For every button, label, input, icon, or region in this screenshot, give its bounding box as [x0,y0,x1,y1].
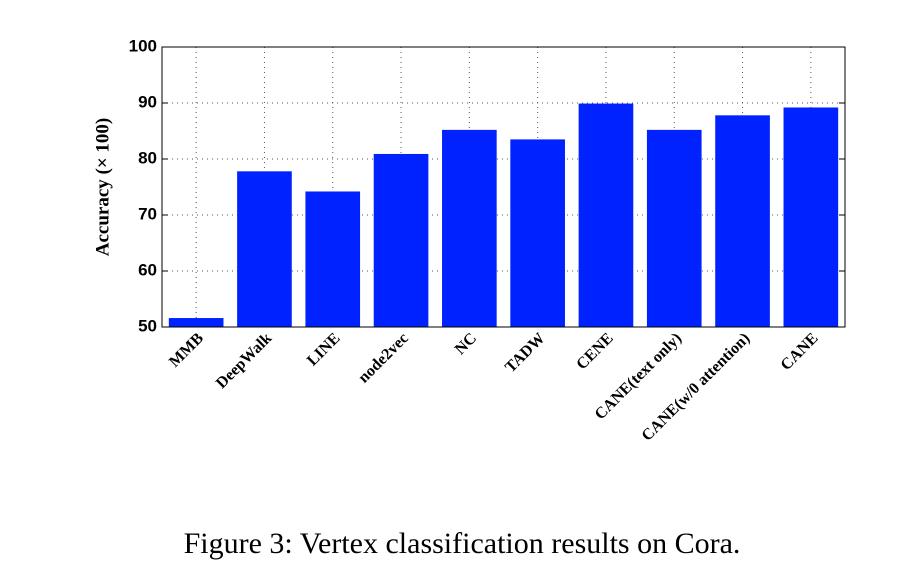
bar [168,318,224,327]
y-axis-label: Accuracy (× 100) [92,118,113,257]
y-tick-label: 50 [138,316,157,335]
bar [646,129,702,327]
y-tick-label: 60 [138,260,157,279]
y-tick-label: 100 [129,36,157,55]
caption: Figure 3: Vertex classification results … [184,527,741,560]
x-tick-label: DeepWalk [213,330,275,392]
x-tick-label: LINE [304,330,344,370]
y-tick-label: 80 [138,148,157,167]
x-tick-label: MMB [166,330,207,371]
bar [510,139,565,327]
bar [237,171,292,327]
bar [442,129,497,327]
plot-frame [161,46,846,328]
bar [715,115,770,327]
y-tick-label: 70 [138,204,157,223]
y-tick-label: 90 [138,92,157,111]
bar [305,191,361,327]
x-tick-label: CANE [778,330,822,374]
x-tick-label: TADW [502,330,548,376]
x-tick-label: NC [452,330,480,358]
bar [373,153,429,327]
x-tick-label: node2vec [355,330,412,387]
x-tick-label: CENE [573,330,616,373]
bar [783,107,839,327]
bar [578,103,634,327]
